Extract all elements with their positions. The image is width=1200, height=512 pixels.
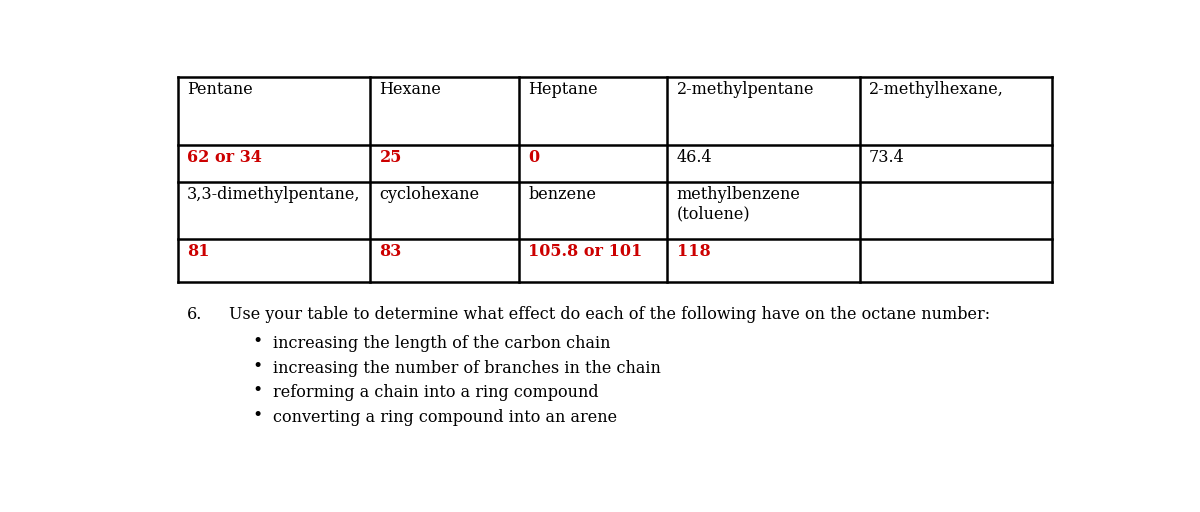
Text: reforming a chain into a ring compound: reforming a chain into a ring compound bbox=[272, 385, 599, 401]
Text: 3,3-dimethylpentane,: 3,3-dimethylpentane, bbox=[187, 186, 361, 203]
Text: •: • bbox=[252, 333, 263, 351]
Text: 83: 83 bbox=[379, 243, 402, 260]
Text: •: • bbox=[252, 407, 263, 424]
Text: 46.4: 46.4 bbox=[677, 149, 713, 166]
Text: 81: 81 bbox=[187, 243, 210, 260]
Text: increasing the length of the carbon chain: increasing the length of the carbon chai… bbox=[272, 335, 611, 352]
Text: 105.8 or 101: 105.8 or 101 bbox=[528, 243, 642, 260]
Text: 62 or 34: 62 or 34 bbox=[187, 149, 262, 166]
Text: converting a ring compound into an arene: converting a ring compound into an arene bbox=[272, 409, 617, 426]
Text: •: • bbox=[252, 358, 263, 375]
Text: Heptane: Heptane bbox=[528, 81, 598, 98]
Text: Hexane: Hexane bbox=[379, 81, 442, 98]
Text: benzene: benzene bbox=[528, 186, 596, 203]
Text: •: • bbox=[252, 382, 263, 399]
Text: 25: 25 bbox=[379, 149, 402, 166]
Text: methylbenzene
(toluene): methylbenzene (toluene) bbox=[677, 186, 800, 222]
Text: 2-methylhexane,: 2-methylhexane, bbox=[869, 81, 1004, 98]
Text: Use your table to determine what effect do each of the following have on the oct: Use your table to determine what effect … bbox=[229, 306, 990, 323]
Text: 6.: 6. bbox=[187, 306, 203, 323]
Text: increasing the number of branches in the chain: increasing the number of branches in the… bbox=[272, 360, 661, 377]
Text: 2-methylpentane: 2-methylpentane bbox=[677, 81, 815, 98]
Text: Pentane: Pentane bbox=[187, 81, 253, 98]
Text: 118: 118 bbox=[677, 243, 710, 260]
Text: 0: 0 bbox=[528, 149, 539, 166]
Text: 73.4: 73.4 bbox=[869, 149, 905, 166]
Text: cyclohexane: cyclohexane bbox=[379, 186, 480, 203]
